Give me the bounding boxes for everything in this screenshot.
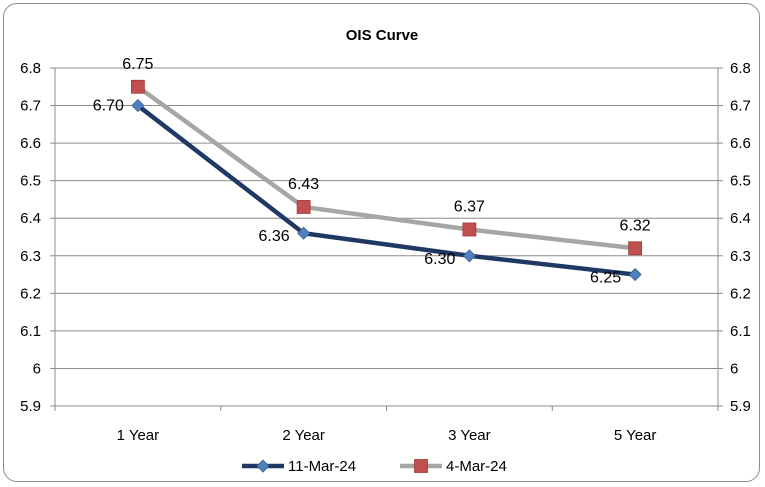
legend: 11-Mar-24 4-Mar-24 (242, 458, 507, 475)
y-tick-label: 6.8 (20, 60, 41, 77)
x-tick-label: 2 Year (282, 427, 325, 444)
y-tick-label-right: 6.1 (730, 323, 751, 340)
chart-title: OIS Curve (346, 27, 419, 44)
x-tick-label: 5 Year (614, 427, 657, 444)
data-label: 6.25 (590, 270, 621, 287)
point-11-mar-24 (131, 98, 145, 113)
y-tick-label: 6.6 (20, 135, 41, 152)
y-tick-label: 6.7 (20, 98, 41, 115)
y-tick-label-right: 6.3 (730, 248, 751, 265)
legend-marker (414, 459, 428, 473)
data-label: 6.75 (122, 56, 153, 73)
y-tick-label-right: 6.5 (730, 173, 751, 190)
point-4-mar-24 (130, 79, 145, 94)
y-tick-label-right: 6 (730, 360, 738, 377)
data-label: 6.37 (454, 198, 485, 215)
x-axis-ticks: 1 Year 2 Year 3 Year 5 Year (117, 427, 657, 444)
legend-marker (256, 459, 270, 473)
data-label: 6.43 (288, 176, 319, 193)
point-4-mar-24 (628, 241, 643, 256)
y-tick-label: 6.4 (20, 210, 41, 227)
y-tick-label: 6.5 (20, 173, 41, 190)
y-tick-label: 5.9 (20, 398, 41, 415)
y-tick-label-right: 5.9 (730, 398, 751, 415)
y-tick-label-right: 6.4 (730, 210, 751, 227)
y-tick-label: 6 (33, 360, 41, 377)
point-4-mar-24 (296, 200, 311, 214)
legend-label: 4-Mar-24 (446, 458, 507, 475)
y-tick-label: 6.2 (20, 285, 41, 302)
y-axis-right-ticks: 5.9 6 6.1 6.2 6.3 6.4 6.5 6.6 6.7 6.8 (730, 60, 751, 415)
data-label: 6.70 (93, 98, 124, 115)
y-tick-label-right: 6.8 (730, 60, 751, 77)
series-line-11-mar-24 (136, 103, 636, 277)
x-tick-label: 3 Year (448, 427, 491, 444)
data-label: 6.36 (258, 228, 289, 245)
data-label: 6.30 (424, 251, 455, 268)
y-tick-label: 6.1 (20, 323, 41, 340)
data-label: 6.32 (620, 217, 651, 234)
series-line-4-mar-24 (136, 84, 636, 251)
point-11-mar-24 (297, 226, 311, 240)
point-11-mar-24 (462, 249, 476, 263)
series-layer (130, 79, 643, 282)
y-tick-label-right: 6.7 (730, 98, 751, 115)
y-tick-label-right: 6.6 (730, 135, 751, 152)
axes (50, 67, 723, 411)
x-tick-label: 1 Year (117, 427, 160, 444)
point-4-mar-24 (462, 222, 477, 237)
data-labels: 6.70 6.36 6.30 6.25 6.75 6.43 6.37 6.32 (93, 56, 651, 287)
legend-label: 11-Mar-24 (288, 458, 356, 475)
y-axis-left-ticks: 5.9 6 6.1 6.2 6.3 6.4 6.5 6.6 6.7 6.8 (20, 60, 41, 415)
y-tick-label-right: 6.2 (730, 285, 751, 302)
point-11-mar-24 (628, 267, 642, 282)
y-tick-label: 6.3 (20, 248, 41, 265)
